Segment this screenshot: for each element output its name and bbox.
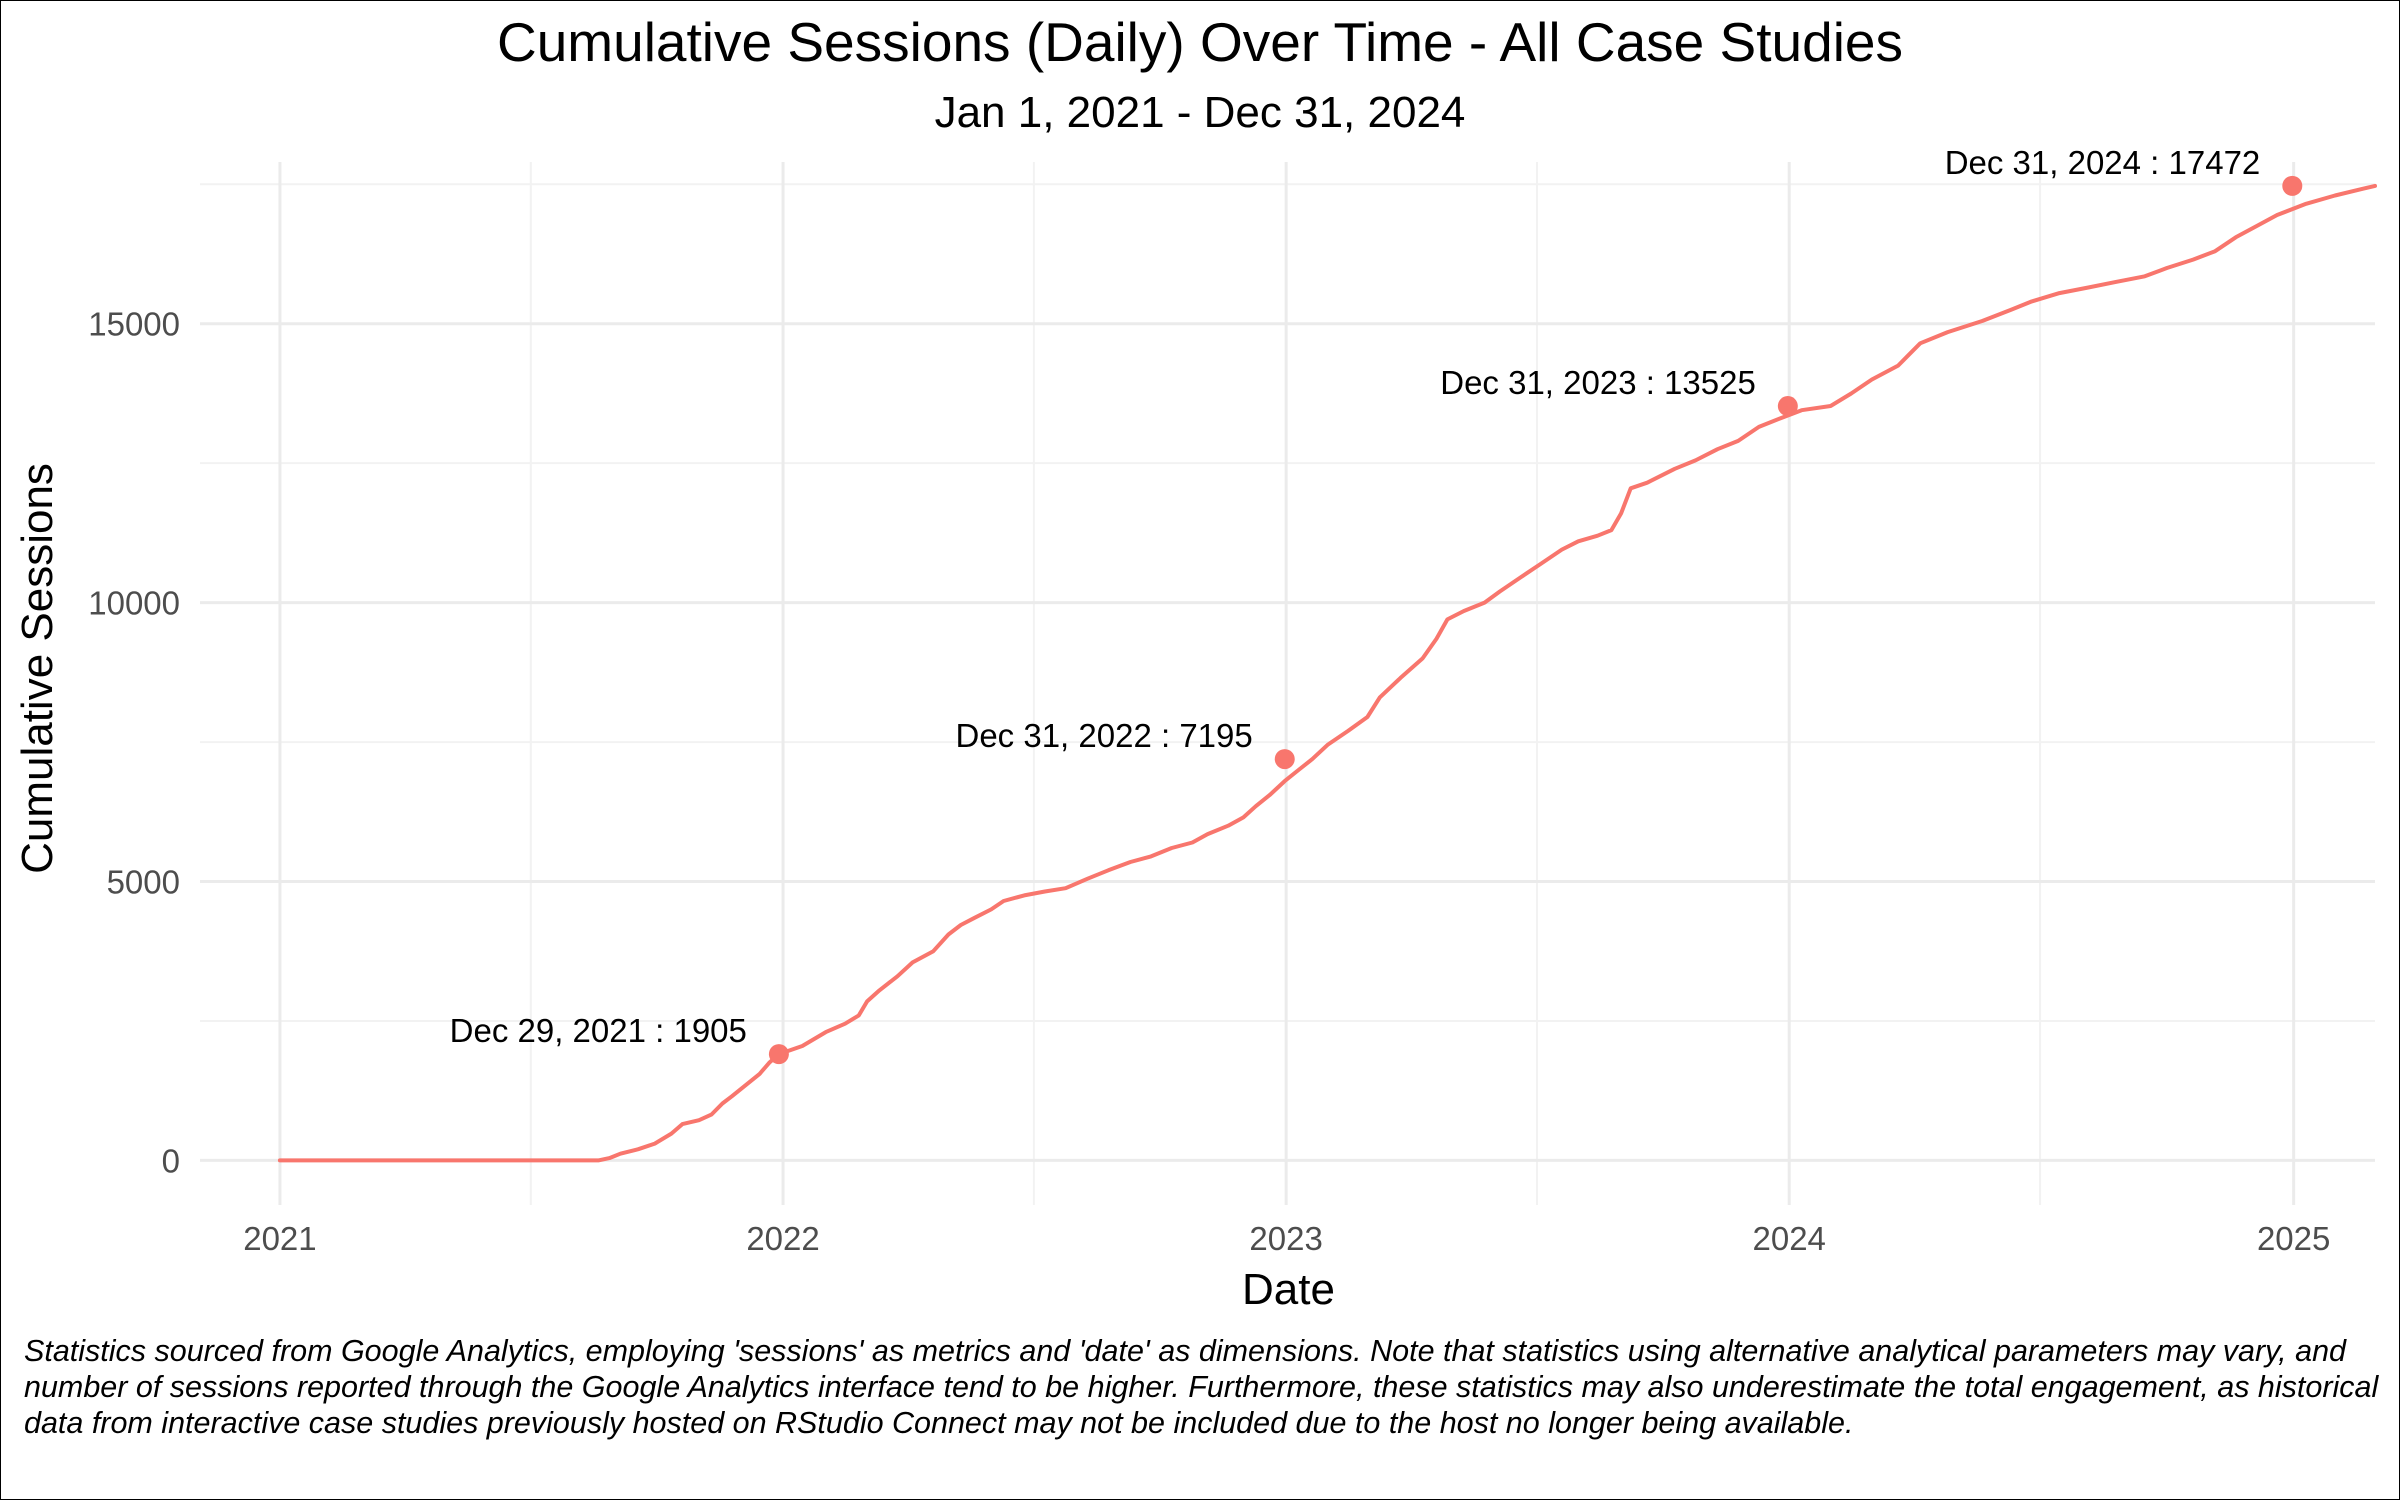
y-tick-label: 0: [162, 1142, 180, 1179]
chart-subtitle: Jan 1, 2021 - Dec 31, 2024: [934, 88, 1466, 137]
cumulative-sessions-line: [277, 183, 2377, 1163]
annotation-point: [1274, 749, 1295, 770]
annotation-point: [1777, 396, 1798, 417]
x-tick-label: 2025: [2257, 1220, 2330, 1257]
x-tick-label: 2021: [243, 1220, 316, 1257]
annotation-label: Dec 31, 2022 : 7195: [956, 717, 1253, 754]
y-tick-label: 10000: [88, 585, 180, 622]
chart-title: Cumulative Sessions (Daily) Over Time - …: [496, 11, 1904, 73]
chart-caption: Statistics sourced from Google Analytics…: [24, 1334, 2379, 1440]
annotation-label: Dec 29, 2021 : 1905: [450, 1012, 747, 1049]
annotation-label: Dec 31, 2023 : 13525: [1440, 364, 1756, 401]
annotation-label: Dec 31, 2024 : 17472: [1945, 144, 2261, 181]
y-axis-title: Cumulative Sessions: [13, 463, 62, 874]
y-tick-label: 5000: [107, 864, 180, 901]
x-tick-label: 2023: [1249, 1220, 1322, 1257]
y-tick-label: 15000: [88, 306, 180, 343]
annotation-point: [2282, 175, 2303, 196]
x-axis-title: Date: [1242, 1265, 1335, 1314]
x-tick-label: 2022: [746, 1220, 819, 1257]
annotation-point: [768, 1044, 789, 1065]
x-tick-label: 2024: [1753, 1220, 1826, 1257]
